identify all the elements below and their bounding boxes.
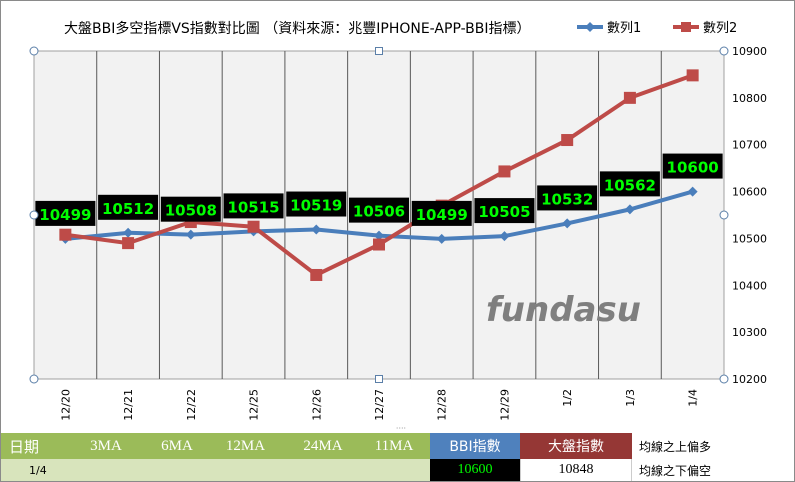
row-bbi-value: 10600 <box>430 459 520 481</box>
data-label-box <box>537 185 598 211</box>
x-tick-label: 1/4 <box>687 389 700 407</box>
series-1-point <box>436 233 447 244</box>
selection-handle <box>29 46 39 56</box>
data-label: 10515 <box>227 198 279 216</box>
data-label: 10532 <box>541 190 593 208</box>
note-bullish: 均線之上偏多 <box>632 433 794 459</box>
selection-handle <box>719 374 729 384</box>
selection-handle <box>29 210 39 220</box>
series-1-point <box>624 204 635 215</box>
header-6ma: 6MA <box>151 433 203 459</box>
splitter-handle: ···· <box>396 424 406 431</box>
y-tick-label: 10900 <box>732 45 767 58</box>
legend-marker-1 <box>585 22 595 32</box>
data-label-box <box>160 196 221 222</box>
header-index: 大盤指數 <box>520 433 632 459</box>
y-tick-label: 10800 <box>732 92 767 105</box>
series-2-point <box>561 134 574 147</box>
data-label: 10506 <box>353 203 405 221</box>
x-tick-label: 12/20 <box>59 389 72 421</box>
x-tick-label: 1/2 <box>561 389 574 407</box>
series-1-point <box>499 231 510 242</box>
selection-handle <box>719 46 729 56</box>
x-tick-label: 12/29 <box>498 389 511 421</box>
data-label-box <box>223 193 284 219</box>
data-label-box <box>98 194 159 220</box>
data-label: 10519 <box>290 197 342 215</box>
header-bbi: BBI指數 <box>430 433 520 459</box>
header-date: 日期 <box>1 433 61 459</box>
y-tick-label: 10200 <box>732 373 767 386</box>
x-tick-label: 12/22 <box>185 389 198 421</box>
selection-handle <box>375 375 383 383</box>
x-tick-label: 12/27 <box>373 389 386 421</box>
watermark-text: fundasu <box>486 290 641 330</box>
data-label: 10508 <box>165 202 217 220</box>
data-label: 10505 <box>478 203 530 221</box>
data-label: 10499 <box>39 206 91 224</box>
data-label-box <box>286 191 347 217</box>
selection-handle <box>719 210 729 220</box>
series-1-point <box>374 230 384 241</box>
header-12ma: 12MA <box>203 433 288 459</box>
x-tick-label: 12/26 <box>310 389 323 421</box>
series-2-point <box>59 228 72 241</box>
series-2-point <box>247 220 260 233</box>
y-tick-label: 10700 <box>732 139 767 152</box>
series-2-point <box>122 237 135 250</box>
row-index-value: 10848 <box>520 459 632 481</box>
data-label: 10562 <box>604 176 656 194</box>
data-label: 10600 <box>667 159 719 177</box>
series-2-point <box>623 91 636 104</box>
data-label-box <box>474 198 535 224</box>
data-label: 10512 <box>102 200 154 218</box>
chart-svg: 10200 10300 10400 10500 10600 10700 10800 10900… <box>29 20 767 431</box>
x-tick-label: 12/21 <box>122 389 135 421</box>
series-1-point <box>185 229 196 240</box>
y-tick-label: 10300 <box>732 326 767 339</box>
y-tick-label: 10600 <box>732 186 767 199</box>
header-24ma: 24MA <box>288 433 358 459</box>
data-label-box <box>599 171 660 197</box>
series-2-point <box>310 268 323 281</box>
x-tick-label: 12/25 <box>248 389 261 421</box>
legend-marker-2 <box>681 22 691 32</box>
row-date: 1/4 <box>1 459 430 481</box>
series-2-point <box>686 69 699 82</box>
chart-title: 大盤BBI多空指標VS指數對比圖 （資料來源：兆豐IPHONE-APP-BBI指… <box>64 20 530 37</box>
header-11ma: 11MA <box>358 433 430 459</box>
series-1-point <box>311 224 322 235</box>
series-1-point <box>562 218 573 229</box>
x-tick-label: 12/28 <box>436 389 449 421</box>
series-1-point <box>687 186 698 197</box>
series-1-point <box>123 227 134 238</box>
data-label-box <box>35 200 96 226</box>
data-label: 10499 <box>416 206 468 224</box>
data-label-box <box>411 200 472 226</box>
data-label-box <box>662 153 723 179</box>
legend-label-2: 數列2 <box>703 21 737 36</box>
data-label-box <box>349 197 409 223</box>
note-bearish: 均線之下偏空 <box>632 459 794 481</box>
header-3ma: 3MA <box>61 433 151 459</box>
selection-handle <box>375 47 383 55</box>
selection-handle <box>29 374 39 384</box>
series-2-point <box>373 238 385 251</box>
y-tick-label: 10400 <box>732 279 767 292</box>
legend-label-1: 數列1 <box>607 21 641 36</box>
y-tick-label: 10500 <box>732 232 767 245</box>
series-2-point <box>498 165 511 178</box>
x-tick-label: 1/3 <box>624 389 637 407</box>
